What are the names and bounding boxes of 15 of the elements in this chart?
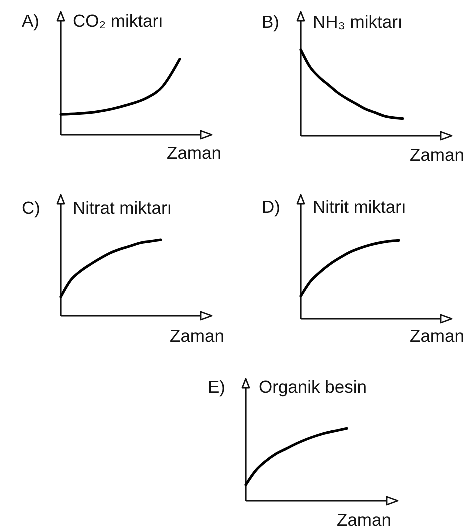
x-axis-title: Zaman xyxy=(410,145,464,165)
chart-title: C) xyxy=(22,198,40,218)
y-axis-title: Nitrit miktarı xyxy=(313,197,406,217)
chart-title: D) xyxy=(262,197,280,217)
x-axis-title: Zaman xyxy=(167,143,222,163)
chart-title: B) xyxy=(262,12,280,32)
x-axis-title: Zaman xyxy=(337,510,392,529)
y-axis-title: Nitrat miktarı xyxy=(73,198,172,218)
y-axis-title: Organik besin xyxy=(259,377,367,397)
y-axis-title: CO₂ miktarı xyxy=(73,11,164,31)
x-axis-title: Zaman xyxy=(170,326,224,346)
chart-title: E) xyxy=(208,377,226,397)
x-axis-title: Zaman xyxy=(410,326,464,346)
y-axis-title: NH₃ miktarı xyxy=(313,12,403,32)
chart-title: A) xyxy=(22,11,40,31)
